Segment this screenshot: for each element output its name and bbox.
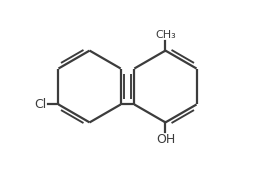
Text: CH₃: CH₃	[155, 30, 176, 40]
Text: Cl: Cl	[34, 98, 47, 111]
Text: OH: OH	[156, 133, 175, 146]
